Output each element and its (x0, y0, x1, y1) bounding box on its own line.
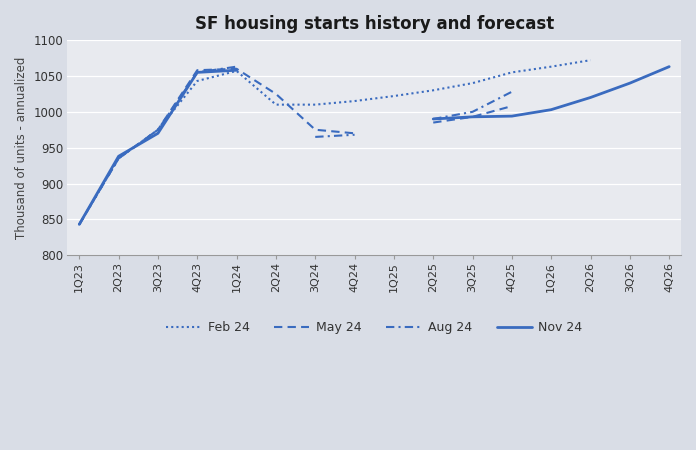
May 24 (114, 156, 122, 161)
Feb 24 (507, 70, 516, 75)
Feb 24 (75, 222, 84, 227)
May 24 (75, 222, 84, 227)
Nov 24 (114, 153, 122, 159)
Y-axis label: Thousand of units - annualized: Thousand of units - annualized (15, 57, 28, 239)
Line: May 24: May 24 (79, 69, 354, 225)
May 24 (154, 127, 162, 132)
Feb 24 (350, 99, 358, 104)
Title: SF housing starts history and forecast: SF housing starts history and forecast (195, 15, 554, 33)
Feb 24 (311, 102, 319, 108)
May 24 (232, 66, 241, 72)
Legend: Feb 24, May 24, Aug 24, Nov 24: Feb 24, May 24, Aug 24, Nov 24 (161, 316, 587, 339)
Feb 24 (114, 156, 122, 161)
Aug 24 (193, 70, 201, 75)
Nov 24 (193, 70, 201, 75)
May 24 (193, 68, 201, 73)
May 24 (271, 91, 280, 97)
May 24 (311, 127, 319, 132)
Feb 24 (154, 127, 162, 132)
Feb 24 (429, 88, 437, 93)
Nov 24 (232, 68, 241, 73)
Feb 24 (390, 93, 398, 99)
Aug 24 (75, 222, 84, 227)
Nov 24 (75, 222, 84, 227)
Line: Nov 24: Nov 24 (79, 70, 237, 225)
Feb 24 (547, 64, 555, 69)
Feb 24 (193, 78, 201, 84)
May 24 (350, 130, 358, 136)
Nov 24 (154, 130, 162, 136)
Feb 24 (468, 81, 477, 86)
Aug 24 (114, 156, 122, 161)
Line: Aug 24: Aug 24 (79, 67, 237, 225)
Feb 24 (271, 102, 280, 108)
Feb 24 (232, 68, 241, 74)
Aug 24 (154, 127, 162, 132)
Feb 24 (586, 58, 594, 63)
Line: Feb 24: Feb 24 (79, 60, 590, 225)
Aug 24 (232, 64, 241, 69)
